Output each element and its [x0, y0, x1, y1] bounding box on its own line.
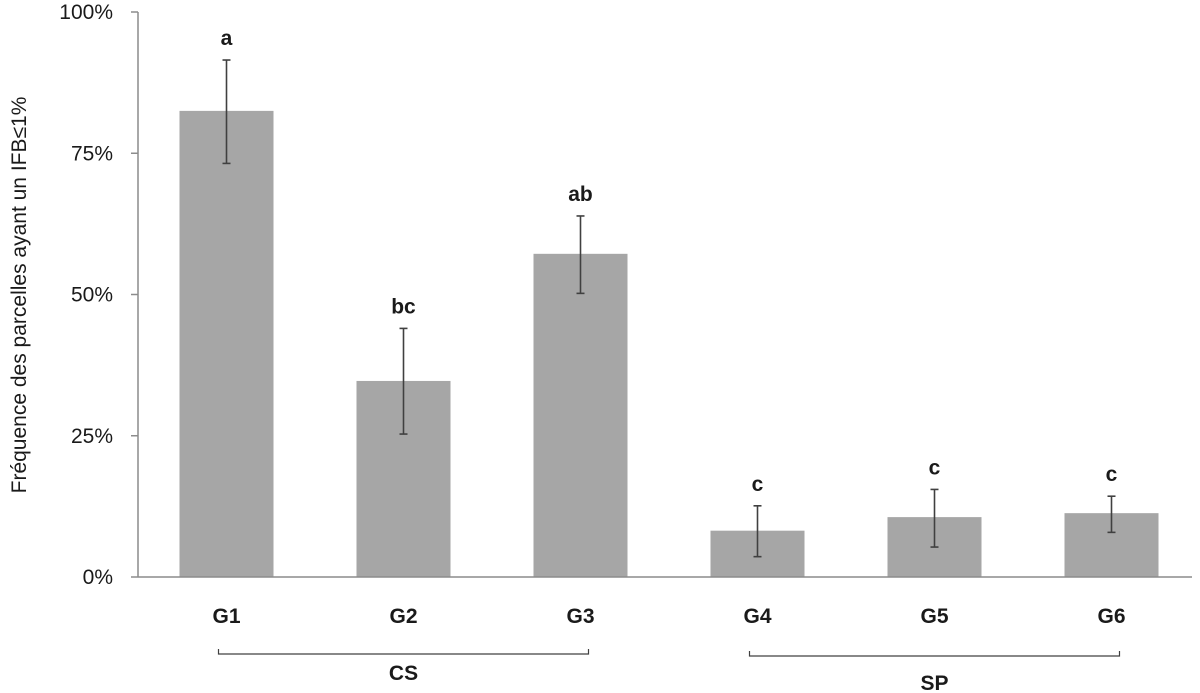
y-axis-title: Fréquence des parcelles ayant un IFB≤1% — [8, 97, 31, 494]
y-tick-label-0: 0% — [83, 566, 113, 589]
y-tick-label-100: 100% — [59, 1, 113, 24]
significance-label-G5: c — [929, 456, 941, 479]
significance-label-G6: c — [1106, 463, 1118, 486]
ticks-layer: 0% 25% 50% 75% 100% — [59, 1, 138, 589]
category-label-G1: G1 — [212, 605, 240, 628]
category-label-G6: G6 — [1097, 605, 1125, 628]
bars-layer — [179, 59, 1159, 577]
category-label-G3: G3 — [566, 605, 594, 628]
significance-label-G2: bc — [391, 295, 416, 318]
category-label-G2: G2 — [389, 605, 417, 628]
group-label-SP: SP — [920, 672, 948, 693]
category-label-G4: G4 — [743, 605, 771, 628]
bar-G1 — [179, 110, 274, 577]
group-bracket-SP — [748, 651, 1121, 657]
y-tick-label-75: 75% — [71, 142, 113, 165]
labels-layer: a G1 bc G2 ab G3 c G4 c G5 c G6 — [212, 27, 1125, 628]
y-tick-label-25: 25% — [71, 425, 113, 448]
group-label-CS: CS — [389, 662, 418, 685]
bar-G3 — [533, 253, 628, 577]
significance-label-G3: ab — [568, 183, 593, 206]
significance-label-G4: c — [752, 473, 764, 496]
group-bracket-CS — [217, 649, 590, 655]
category-label-G5: G5 — [920, 605, 948, 628]
significance-label-G1: a — [221, 27, 233, 50]
groups-layer: CS SP — [217, 649, 1121, 693]
y-tick-label-50: 50% — [71, 284, 113, 307]
axes-layer — [137, 12, 1192, 578]
